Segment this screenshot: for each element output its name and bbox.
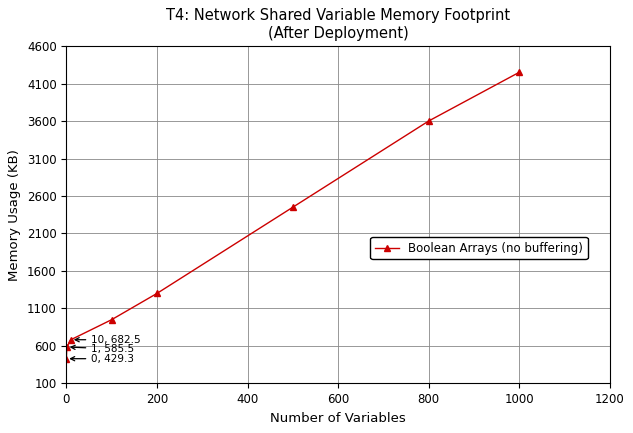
Boolean Arrays (no buffering) xyxy=(153,291,161,296)
Boolean Arrays (no buffering) xyxy=(425,119,432,124)
Title: T4: Network Shared Variable Memory Footprint
(After Deployment): T4: Network Shared Variable Memory Footp… xyxy=(166,8,510,41)
Boolean Arrays (no buffering) xyxy=(63,356,70,361)
Legend: Boolean Arrays (no buffering): Boolean Arrays (no buffering) xyxy=(370,237,587,259)
Boolean Arrays (no buffering) xyxy=(67,337,75,343)
Boolean Arrays (no buffering) xyxy=(108,317,115,322)
Text: 1, 585.5: 1, 585.5 xyxy=(71,344,134,354)
Y-axis label: Memory Usage (KB): Memory Usage (KB) xyxy=(8,149,22,281)
Text: 10, 682.5: 10, 682.5 xyxy=(75,335,141,345)
Line: Boolean Arrays (no buffering): Boolean Arrays (no buffering) xyxy=(63,69,523,362)
X-axis label: Number of Variables: Number of Variables xyxy=(270,412,406,425)
Boolean Arrays (no buffering) xyxy=(289,205,297,210)
Boolean Arrays (no buffering) xyxy=(515,70,523,75)
Boolean Arrays (no buffering) xyxy=(63,344,71,349)
Text: 0, 429.3: 0, 429.3 xyxy=(70,354,134,364)
